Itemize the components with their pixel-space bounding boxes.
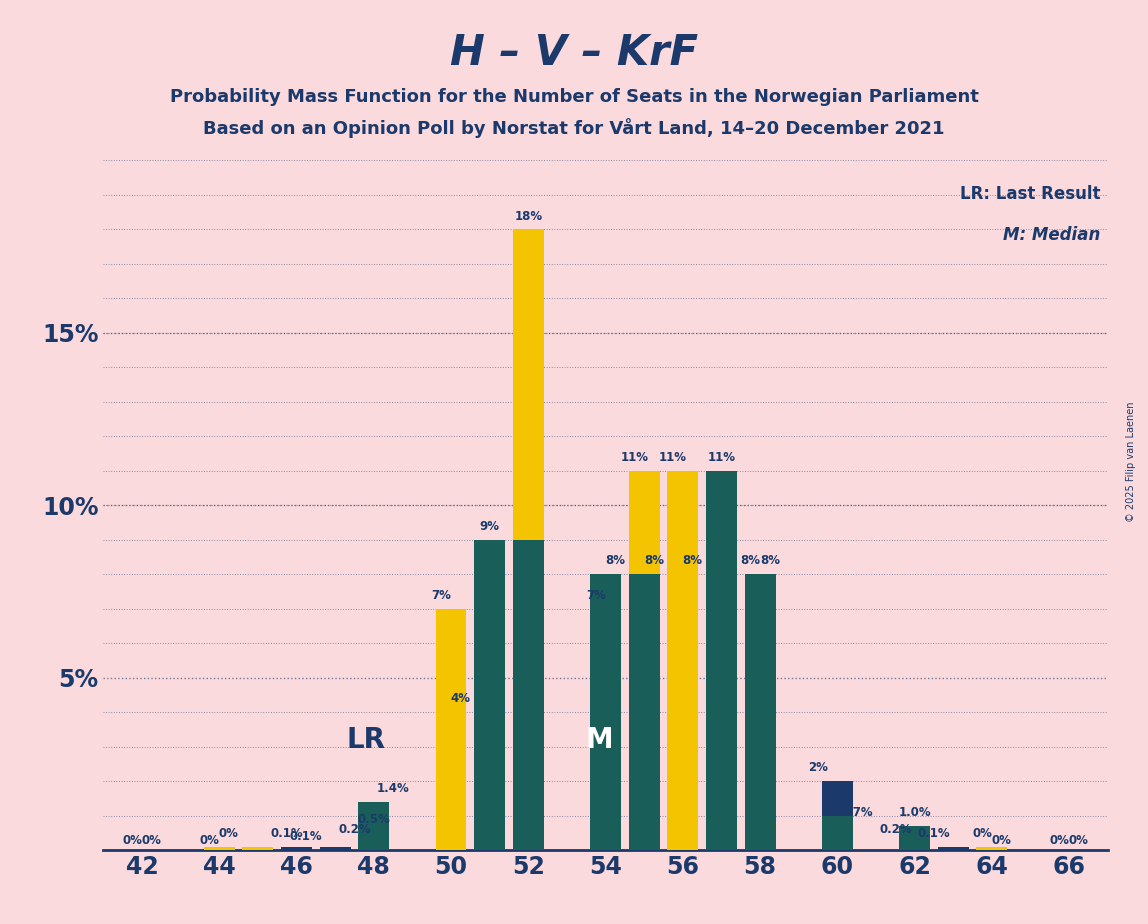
Bar: [242, 846, 273, 850]
Text: M: M: [585, 725, 613, 754]
Text: 9%: 9%: [480, 520, 499, 533]
Text: 1.4%: 1.4%: [377, 782, 410, 795]
Bar: [513, 229, 544, 850]
Bar: [435, 712, 466, 850]
Text: 8%: 8%: [605, 554, 626, 567]
Bar: [590, 574, 621, 850]
Text: Probability Mass Function for the Number of Seats in the Norwegian Parliament: Probability Mass Function for the Number…: [170, 88, 978, 105]
Text: LR: LR: [347, 725, 386, 754]
Text: 7%: 7%: [432, 589, 451, 602]
Bar: [938, 846, 969, 850]
Bar: [977, 846, 1008, 850]
Text: 7%: 7%: [585, 589, 606, 602]
Bar: [629, 574, 660, 850]
Bar: [899, 844, 930, 850]
Bar: [358, 833, 389, 850]
Text: 0.2%: 0.2%: [879, 823, 912, 836]
Text: 4%: 4%: [451, 692, 471, 705]
Bar: [899, 826, 930, 850]
Text: 0%: 0%: [992, 833, 1011, 846]
Bar: [822, 781, 853, 850]
Text: 0%: 0%: [1049, 833, 1070, 846]
Text: LR: Last Result: LR: Last Result: [960, 185, 1100, 202]
Bar: [358, 844, 389, 850]
Bar: [822, 826, 853, 850]
Text: 0.2%: 0.2%: [339, 823, 371, 836]
Bar: [513, 540, 544, 850]
Text: H – V – KrF: H – V – KrF: [450, 32, 698, 74]
Text: 0.7%: 0.7%: [840, 806, 872, 819]
Bar: [667, 471, 698, 850]
Text: 0%: 0%: [123, 833, 142, 846]
Text: 0.1%: 0.1%: [271, 827, 303, 840]
Bar: [745, 574, 776, 850]
Bar: [281, 846, 312, 850]
Bar: [745, 574, 776, 850]
Bar: [706, 471, 737, 850]
Bar: [822, 816, 853, 850]
Text: M: Median: M: Median: [1002, 226, 1100, 244]
Text: © 2025 Filip van Laenen: © 2025 Filip van Laenen: [1126, 402, 1135, 522]
Text: 8%: 8%: [683, 554, 703, 567]
Bar: [204, 846, 234, 850]
Bar: [474, 540, 505, 850]
Text: 2%: 2%: [808, 761, 828, 774]
Text: 0%: 0%: [219, 827, 239, 840]
Bar: [435, 609, 466, 850]
Text: 0%: 0%: [141, 833, 162, 846]
Text: 0%: 0%: [1069, 833, 1088, 846]
Text: 8%: 8%: [760, 554, 779, 567]
Bar: [358, 802, 389, 850]
Text: Based on an Opinion Poll by Norstat for Vårt Land, 14–20 December 2021: Based on an Opinion Poll by Norstat for …: [203, 118, 945, 139]
Text: 0%: 0%: [972, 827, 992, 840]
Text: 8%: 8%: [644, 554, 664, 567]
Text: 8%: 8%: [740, 554, 760, 567]
Text: 11%: 11%: [707, 451, 736, 464]
Bar: [590, 609, 621, 850]
Bar: [629, 471, 660, 850]
Text: 11%: 11%: [621, 451, 649, 464]
Text: 0.1%: 0.1%: [917, 827, 951, 840]
Text: 0.1%: 0.1%: [289, 830, 323, 844]
Text: 0%: 0%: [200, 833, 219, 846]
Text: 0.5%: 0.5%: [357, 813, 390, 826]
Text: 1.0%: 1.0%: [899, 806, 931, 819]
Bar: [319, 846, 350, 850]
Text: 18%: 18%: [514, 210, 542, 223]
Text: 11%: 11%: [659, 451, 688, 464]
Bar: [667, 574, 698, 850]
Text: 1.0%: 1.0%: [821, 796, 854, 808]
Bar: [899, 846, 930, 850]
